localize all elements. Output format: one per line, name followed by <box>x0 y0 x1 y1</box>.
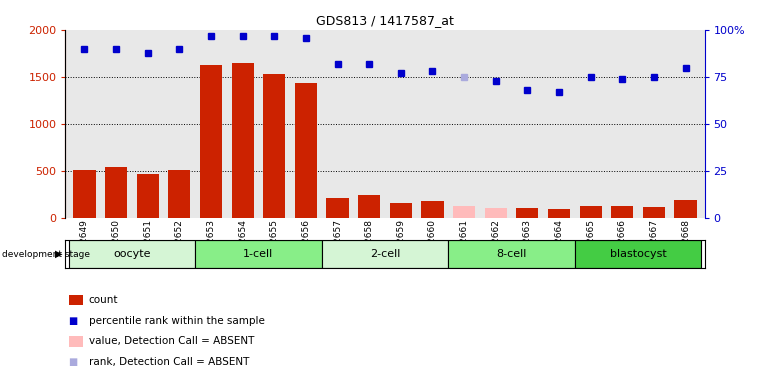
Text: ▶: ▶ <box>55 249 63 259</box>
Text: 1-cell: 1-cell <box>243 249 273 259</box>
Text: ■: ■ <box>69 357 78 367</box>
Bar <box>675 200 697 217</box>
Title: GDS813 / 1417587_at: GDS813 / 1417587_at <box>316 15 454 27</box>
Bar <box>200 64 222 218</box>
Bar <box>105 167 127 218</box>
Bar <box>232 63 253 217</box>
Bar <box>73 170 95 217</box>
Text: development stage: development stage <box>2 250 89 259</box>
Bar <box>453 206 475 218</box>
Bar <box>136 174 159 217</box>
Text: rank, Detection Call = ABSENT: rank, Detection Call = ABSENT <box>89 357 249 367</box>
Bar <box>448 240 575 268</box>
Text: oocyte: oocyte <box>113 249 151 259</box>
Text: value, Detection Call = ABSENT: value, Detection Call = ABSENT <box>89 336 254 346</box>
Bar <box>358 195 380 217</box>
Bar <box>390 202 412 217</box>
Bar <box>611 206 634 218</box>
Bar <box>484 208 507 218</box>
Bar <box>195 240 322 268</box>
Bar <box>295 82 317 218</box>
Bar <box>548 209 570 218</box>
Bar <box>69 240 195 268</box>
Bar <box>421 201 444 217</box>
Bar <box>643 207 665 218</box>
Text: blastocyst: blastocyst <box>610 249 667 259</box>
Bar <box>517 208 538 218</box>
Bar <box>263 74 286 217</box>
Text: 8-cell: 8-cell <box>497 249 527 259</box>
Text: ■: ■ <box>69 316 78 326</box>
Bar <box>580 206 601 218</box>
Bar <box>322 240 448 268</box>
Text: 2-cell: 2-cell <box>370 249 400 259</box>
Bar <box>575 240 701 268</box>
Bar <box>326 198 349 217</box>
Text: count: count <box>89 295 118 305</box>
Text: percentile rank within the sample: percentile rank within the sample <box>89 316 264 326</box>
Bar <box>169 170 190 217</box>
